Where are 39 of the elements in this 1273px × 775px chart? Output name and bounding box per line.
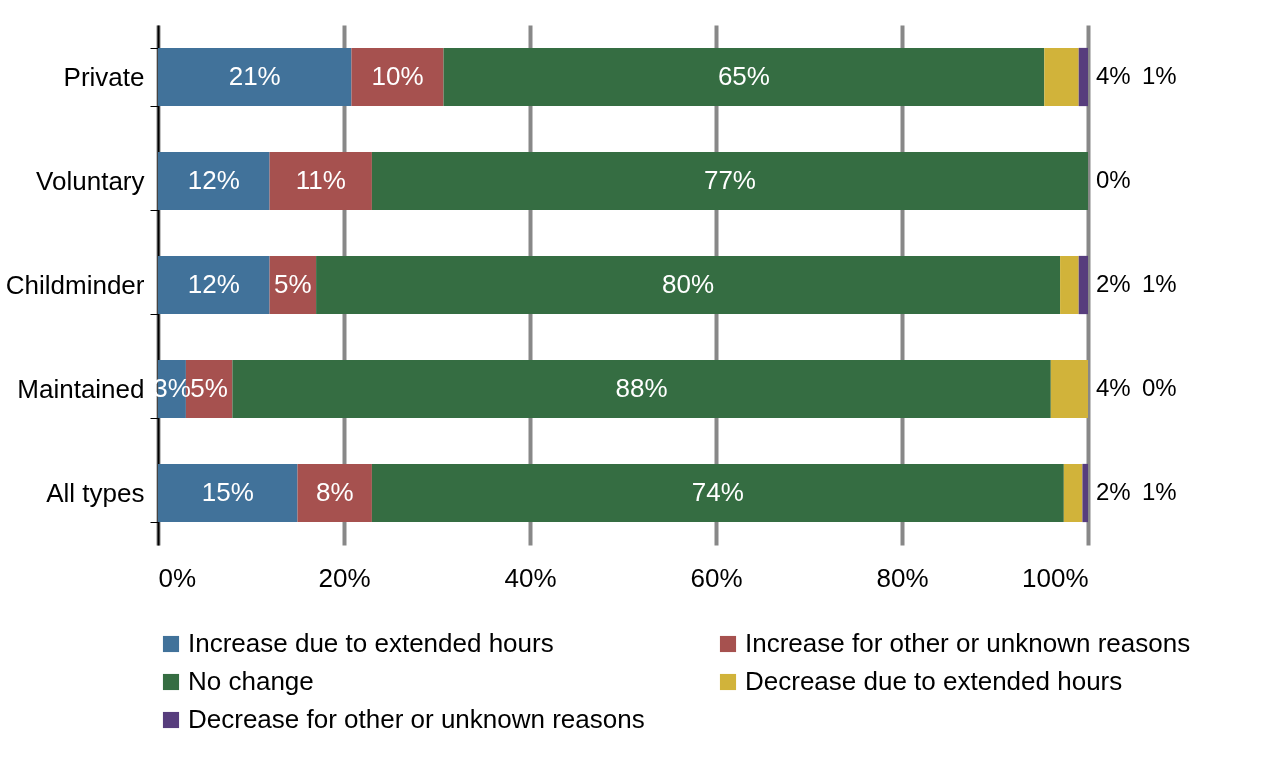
data-label: 15% bbox=[201, 477, 254, 507]
data-label: 80% bbox=[662, 269, 715, 299]
data-label: 12% bbox=[187, 269, 240, 299]
x-tick-label: 20% bbox=[318, 562, 371, 593]
legend-label: Decrease for other or unknown reasons bbox=[188, 704, 645, 734]
data-label: 8% bbox=[315, 477, 354, 507]
data-label: 2% bbox=[1096, 478, 1131, 505]
data-label: 65% bbox=[717, 61, 770, 91]
data-label: 2% bbox=[1096, 270, 1131, 297]
x-tick-label: 40% bbox=[504, 562, 557, 593]
data-label: 0% bbox=[1142, 374, 1177, 401]
y-tick-label: Childminder bbox=[5, 269, 145, 300]
y-tick-label: Private bbox=[63, 61, 145, 92]
legend-label: Increase for other or unknown reasons bbox=[745, 628, 1191, 658]
data-label: 12% bbox=[187, 165, 240, 195]
data-label: 11% bbox=[295, 165, 346, 195]
x-tick-label: 0% bbox=[158, 562, 197, 593]
legend-label: No change bbox=[188, 666, 314, 696]
data-label: 5% bbox=[274, 269, 312, 299]
data-label: 4% bbox=[1096, 374, 1131, 401]
y-tick-label: Maintained bbox=[17, 373, 145, 404]
data-label: 0% bbox=[1096, 166, 1131, 193]
data-label: 88% bbox=[615, 373, 668, 403]
data-label: 21% bbox=[228, 61, 281, 91]
data-label: 1% bbox=[1142, 62, 1177, 89]
data-label: 4% bbox=[1096, 62, 1131, 89]
data-label: 74% bbox=[691, 477, 744, 507]
y-tick-label: All types bbox=[46, 477, 145, 508]
data-label: 10% bbox=[371, 61, 424, 91]
data-label: 1% bbox=[1142, 478, 1177, 505]
y-tick-label: Voluntary bbox=[36, 165, 145, 196]
x-tick-label: 80% bbox=[876, 562, 929, 593]
legend-label: Decrease due to extended hours bbox=[745, 666, 1123, 696]
x-tick-label: 60% bbox=[690, 562, 743, 593]
data-label: 1% bbox=[1142, 270, 1177, 297]
legend-label: Increase due to extended hours bbox=[188, 628, 554, 658]
data-label: 5% bbox=[190, 373, 228, 403]
x-tick-label: 100% bbox=[1022, 562, 1089, 593]
data-label: 77% bbox=[703, 165, 756, 195]
